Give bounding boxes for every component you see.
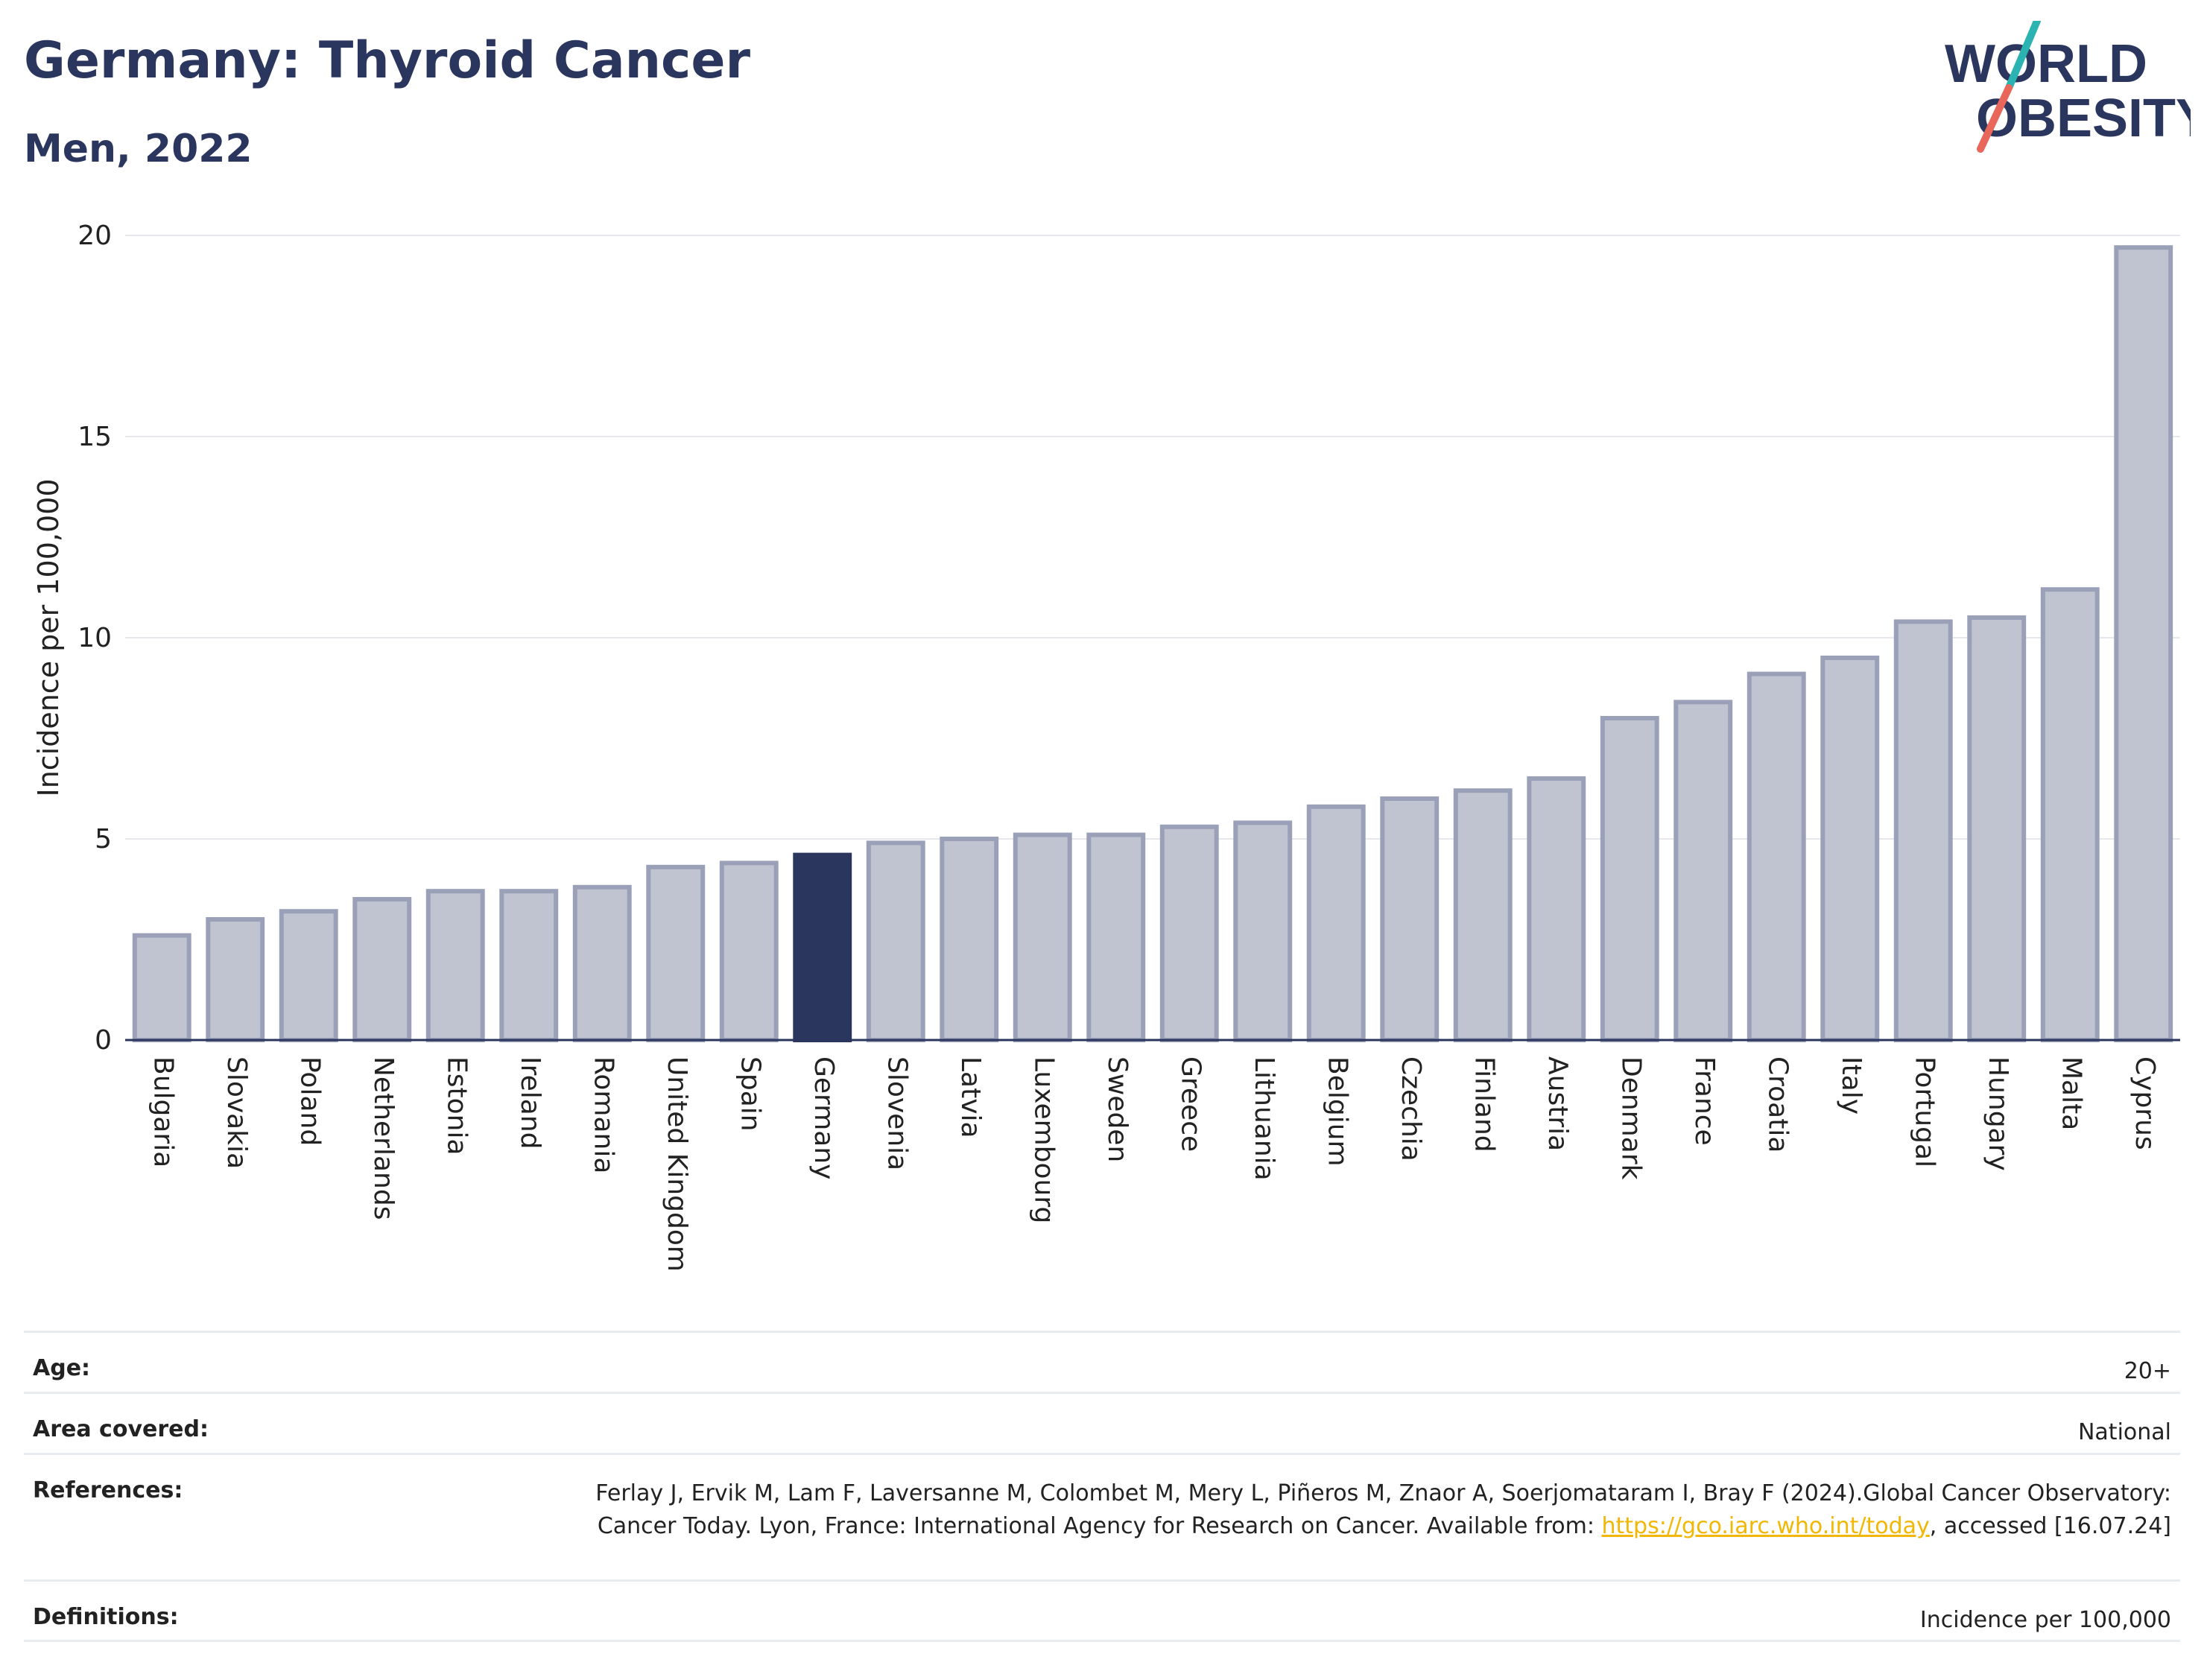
- reference-text: Ferlay J, Ervik M, Lam F, Laversanne M, …: [595, 1480, 2171, 1539]
- logo-slash-top: [2005, 21, 2041, 92]
- bar: [1453, 788, 1513, 1042]
- y-tick-label: 20: [77, 221, 112, 251]
- x-tick-label: Poland: [294, 1056, 325, 1146]
- y-tick-label: 10: [77, 623, 112, 653]
- x-tick-label: Malta: [2056, 1056, 2086, 1130]
- bar: [1747, 671, 1806, 1042]
- bar: [940, 837, 999, 1042]
- bar: [2040, 587, 2100, 1042]
- bar: [1013, 832, 1072, 1042]
- bar: [1673, 700, 1733, 1043]
- x-tick-label: Slovakia: [221, 1056, 252, 1169]
- x-tick-label: Denmark: [1615, 1056, 1646, 1180]
- x-tick-label: Latvia: [955, 1056, 986, 1138]
- bar: [352, 897, 412, 1042]
- meta-value: 20+: [2124, 1358, 2171, 1384]
- logo-slash-bottom: [1977, 84, 2013, 153]
- x-tick-label: Bulgaria: [148, 1056, 178, 1167]
- y-tick-label: 5: [95, 824, 112, 855]
- bar-chart: 0 5 10 15 20 Incidence per 100,000 Bulgaria Slo…: [32, 221, 2180, 1272]
- x-tick-label: France: [1689, 1056, 1720, 1146]
- bar-highlight: [793, 852, 852, 1042]
- meta-label: Definitions:: [33, 1604, 179, 1630]
- bar: [425, 889, 485, 1042]
- x-tick-label: Germany: [808, 1056, 839, 1179]
- bar: [279, 909, 338, 1042]
- x-tick-label: Estonia: [441, 1056, 472, 1156]
- x-tick-label: Greece: [1175, 1056, 1206, 1152]
- bar: [206, 917, 265, 1042]
- metadata-table: Age: 20+ Area covered: National Referenc…: [24, 1331, 2180, 1642]
- bar: [1306, 804, 1366, 1043]
- bar: [1967, 615, 2027, 1042]
- meta-value: National: [2077, 1419, 2171, 1445]
- x-tick-label: Italy: [1836, 1056, 1866, 1115]
- x-tick-label: Cyprus: [2129, 1056, 2160, 1150]
- meta-row-definitions: Definitions: Incidence per 100,000: [24, 1579, 2180, 1642]
- meta-label: References:: [33, 1477, 183, 1503]
- bar: [2114, 245, 2173, 1043]
- x-tick-label: United Kingdom: [662, 1056, 692, 1272]
- bar: [719, 860, 779, 1043]
- bar: [1233, 820, 1293, 1043]
- x-tick-label: Austria: [1542, 1056, 1573, 1151]
- x-tick-label: Slovenia: [881, 1056, 912, 1170]
- logo-line-2: OBESITY: [1976, 89, 2191, 148]
- x-tick-label: Finland: [1469, 1056, 1499, 1153]
- y-tick-label: 15: [77, 422, 112, 452]
- meta-label: Age:: [33, 1355, 91, 1381]
- bar: [1820, 656, 1880, 1042]
- meta-row-references: References: Ferlay J, Ervik M, Lam F, La…: [24, 1453, 2180, 1579]
- bar: [866, 840, 925, 1043]
- y-tick-label: 0: [95, 1025, 112, 1056]
- page-title: Germany: Thyroid Cancer: [24, 31, 751, 90]
- y-axis-title: Incidence per 100,000: [32, 478, 65, 796]
- bar: [1159, 824, 1219, 1043]
- bar: [1527, 776, 1586, 1042]
- x-tick-label: Portugal: [1909, 1056, 1939, 1167]
- meta-label: Area covered:: [33, 1416, 209, 1442]
- world-obesity-logo: WORLD OBESITY: [1945, 21, 2191, 153]
- x-tick-label: Sweden: [1102, 1056, 1133, 1162]
- bar: [1086, 832, 1146, 1042]
- page-subtitle: Men, 2022: [24, 127, 253, 171]
- bar: [646, 864, 706, 1043]
- x-tick-label: Croatia: [1762, 1056, 1793, 1153]
- bar: [1893, 619, 1953, 1042]
- reference-accessed: , accessed [16.07.24]: [1929, 1513, 2171, 1539]
- meta-value: Ferlay J, Ervik M, Lam F, Laversanne M, …: [569, 1477, 2171, 1543]
- logo-line-1: WORLD: [1945, 34, 2147, 94]
- x-tick-label: Ireland: [515, 1056, 545, 1150]
- meta-row-area: Area covered: National: [24, 1392, 2180, 1453]
- bar: [132, 933, 191, 1042]
- bar: [572, 884, 632, 1043]
- x-tick-label: Czechia: [1396, 1056, 1426, 1161]
- x-tick-label: Romania: [588, 1056, 618, 1173]
- meta-row-age: Age: 20+: [24, 1331, 2180, 1392]
- x-tick-label: Luxembourg: [1028, 1056, 1059, 1223]
- x-tick-label: Belgium: [1322, 1056, 1352, 1167]
- x-tick-label: Lithuania: [1249, 1056, 1279, 1181]
- meta-value: Incidence per 100,000: [1919, 1607, 2171, 1633]
- x-tick-label: Hungary: [1983, 1056, 2013, 1171]
- bar: [1600, 716, 1659, 1042]
- bar: [1380, 796, 1440, 1042]
- x-tick-label: Netherlands: [368, 1056, 399, 1220]
- x-tick-label: Spain: [735, 1056, 765, 1132]
- bar: [499, 889, 559, 1042]
- reference-link[interactable]: https://gco.iarc.who.int/today: [1601, 1513, 1930, 1539]
